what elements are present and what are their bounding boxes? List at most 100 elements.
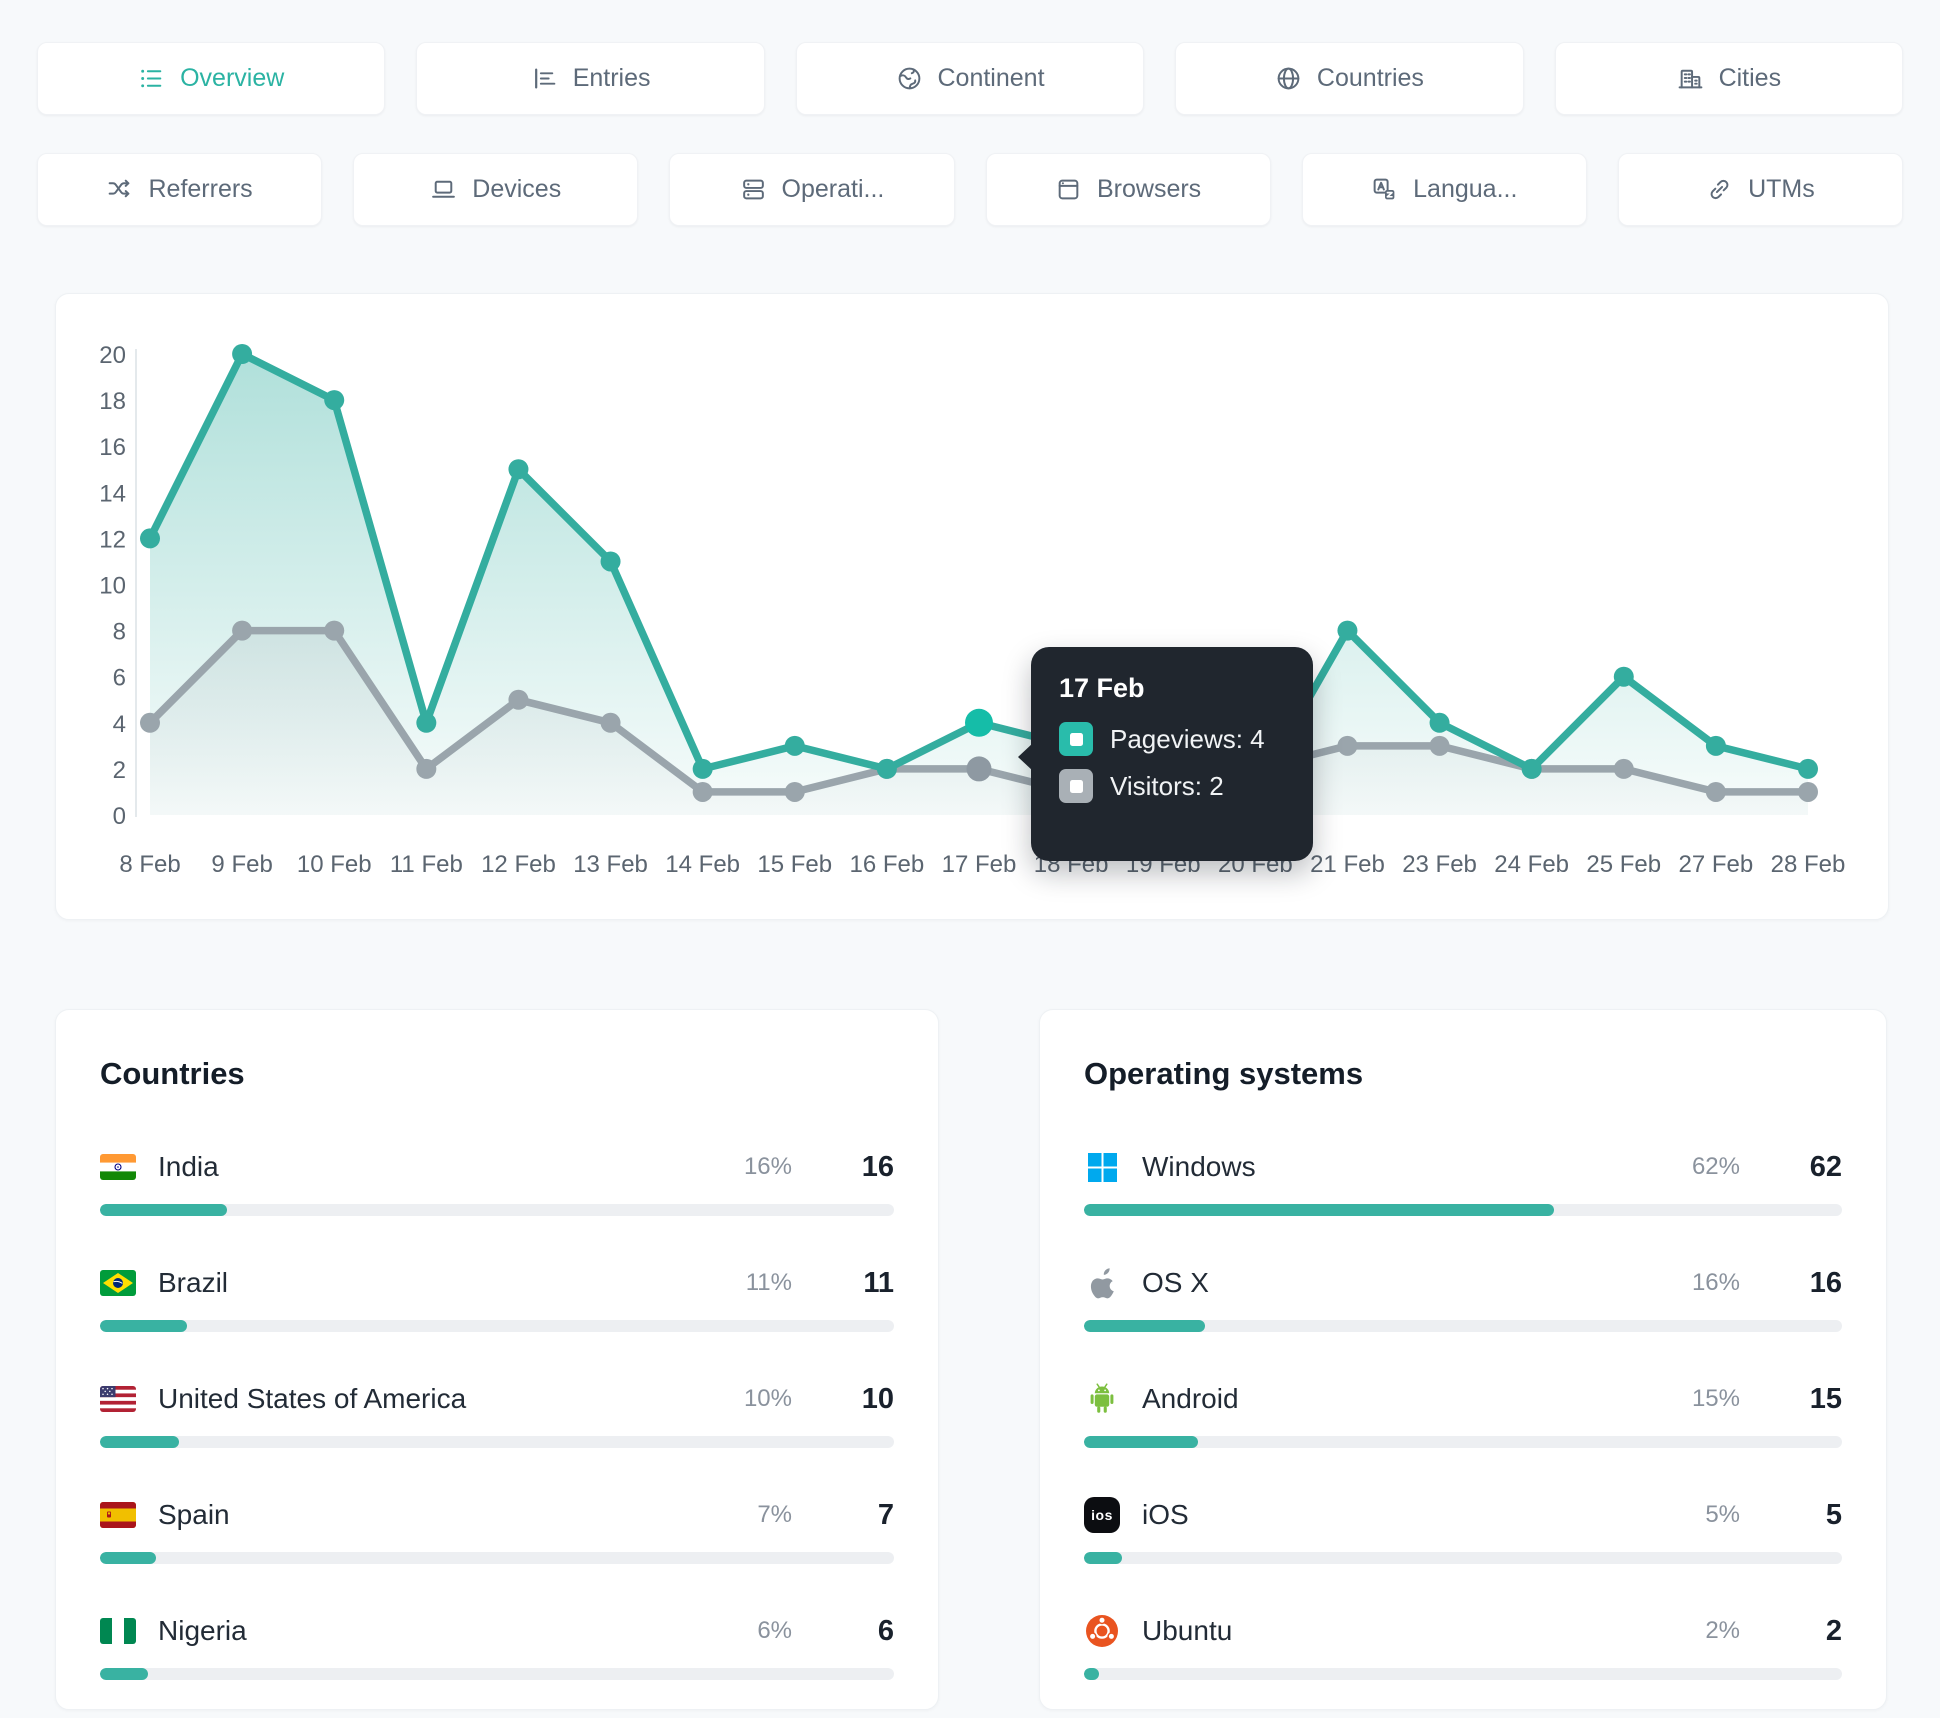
globe-icon — [1275, 65, 1302, 92]
tooltip-date: 17 Feb — [1059, 673, 1145, 703]
country-row-spain[interactable]: Spain 7% 7 — [100, 1494, 894, 1564]
progress-fill — [1084, 1668, 1100, 1680]
tab-cities[interactable]: Cities — [1554, 42, 1904, 115]
tab-label: UTMs — [1748, 175, 1815, 203]
country-label: Brazil — [158, 1267, 229, 1298]
tab-entries[interactable]: Entries — [416, 42, 765, 115]
progress-fill — [100, 1204, 228, 1216]
progress-track — [100, 1204, 894, 1216]
stats-panels: Countries India 16% 16 Brazil — [55, 1009, 1887, 1710]
os-count: 16 — [1809, 1266, 1842, 1299]
tab-label: Cities — [1718, 64, 1782, 92]
tooltip-pageviews-row: Pageviews: 4 — [1059, 722, 1285, 756]
svg-text:10 Feb: 10 Feb — [297, 851, 372, 878]
list-icon — [138, 65, 165, 92]
country-percent: 6% — [757, 1617, 792, 1644]
progress-track — [1084, 1320, 1842, 1332]
tab-devices[interactable]: Devices — [353, 153, 639, 226]
os-label: iOS — [1142, 1499, 1189, 1530]
spain-flag-icon — [100, 1502, 136, 1528]
progress-track — [100, 1320, 894, 1332]
tab-languages[interactable]: Langua... — [1301, 153, 1587, 226]
country-label: United States of America — [158, 1383, 467, 1414]
os-count: 62 — [1809, 1150, 1842, 1183]
usa-flag-icon — [100, 1386, 136, 1412]
svg-text:15 Feb: 15 Feb — [757, 851, 832, 878]
svg-text:18: 18 — [99, 388, 126, 415]
tab-countries[interactable]: Countries — [1175, 42, 1524, 115]
country-percent: 16% — [743, 1153, 792, 1180]
translate-icon — [1371, 176, 1398, 203]
country-row-india[interactable]: India 16% 16 — [100, 1146, 894, 1216]
svg-text:9 Feb: 9 Feb — [211, 851, 272, 878]
os-row-osx[interactable]: OS X 16% 16 — [1084, 1262, 1842, 1332]
svg-text:8 Feb: 8 Feb — [119, 851, 180, 878]
panel-title: Countries — [100, 1056, 245, 1091]
ios-icon: ios — [1084, 1497, 1120, 1533]
svg-text:4: 4 — [113, 711, 126, 738]
panel-title: Operating systems — [1084, 1056, 1364, 1091]
pageviews-legend-chip — [1059, 722, 1093, 756]
tab-operating-systems[interactable]: Operati... — [669, 153, 955, 226]
country-percent: 10% — [743, 1385, 792, 1412]
tab-utms[interactable]: UTMs — [1617, 153, 1904, 226]
svg-text:12 Feb: 12 Feb — [481, 851, 556, 878]
svg-text:16 Feb: 16 Feb — [850, 851, 925, 878]
progress-track — [1084, 1204, 1842, 1216]
svg-text:14 Feb: 14 Feb — [665, 851, 740, 878]
tab-referrers[interactable]: Referrers — [37, 153, 323, 226]
country-label: Nigeria — [158, 1615, 247, 1646]
progress-track — [1084, 1436, 1842, 1448]
os-row-ios[interactable]: ios iOS 5% 5 — [1084, 1494, 1842, 1564]
svg-text:21 Feb: 21 Feb — [1310, 851, 1385, 878]
tab-overview[interactable]: Overview — [37, 42, 386, 115]
buildings-icon — [1677, 65, 1704, 92]
progress-fill — [1084, 1320, 1206, 1332]
svg-text:16: 16 — [99, 434, 126, 461]
laptop-icon — [430, 176, 457, 203]
progress-fill — [100, 1320, 188, 1332]
tab-continent[interactable]: Continent — [795, 42, 1145, 115]
progress-fill — [100, 1552, 156, 1564]
visitors-legend-chip — [1059, 769, 1093, 803]
os-percent: 2% — [1705, 1617, 1740, 1644]
country-label: India — [158, 1151, 219, 1182]
tab-label: Continent — [937, 64, 1045, 92]
server-icon — [740, 176, 767, 203]
progress-fill — [1084, 1436, 1198, 1448]
tab-label: Countries — [1316, 64, 1424, 92]
android-icon — [1084, 1381, 1120, 1417]
bar-chart-icon — [531, 65, 558, 92]
tab-browsers[interactable]: Browsers — [985, 153, 1271, 226]
os-row-ubuntu[interactable]: Ubuntu 2% 2 — [1084, 1610, 1842, 1680]
os-row-windows[interactable]: Windows 62% 62 — [1084, 1146, 1842, 1216]
tab-label: Browsers — [1097, 175, 1202, 203]
country-row-brazil[interactable]: Brazil 11% 11 — [100, 1262, 894, 1332]
os-label: OS X — [1142, 1267, 1209, 1298]
apple-icon — [1084, 1265, 1120, 1301]
progress-track — [1084, 1668, 1842, 1680]
secondary-tab-row: Referrers Devices Operati... Browsers La… — [37, 153, 1904, 226]
svg-text:2: 2 — [113, 757, 126, 784]
windows-icon — [1084, 1149, 1120, 1185]
tab-label: Devices — [472, 175, 562, 203]
os-row-android[interactable]: Android 15% 15 — [1084, 1378, 1842, 1448]
os-percent: 15% — [1691, 1385, 1740, 1412]
tab-label: Referrers — [148, 175, 253, 203]
os-label: Android — [1142, 1383, 1239, 1414]
country-row-usa[interactable]: United States of America 10% 10 — [100, 1378, 894, 1448]
country-percent: 11% — [745, 1269, 792, 1296]
legend-chip-inner — [1069, 779, 1083, 793]
svg-text:8: 8 — [113, 619, 126, 646]
svg-text:13 Feb: 13 Feb — [573, 851, 648, 878]
svg-text:6: 6 — [113, 665, 126, 692]
os-percent: 5% — [1705, 1501, 1740, 1528]
progress-fill — [100, 1436, 180, 1448]
pageviews-visitors-line-chart[interactable]: 0 2 4 6 8 10 12 14 16 18 20 8 Feb 9 Feb 10 Feb 11 Feb 1… — [56, 294, 1888, 919]
svg-text:11 Feb: 11 Feb — [390, 851, 463, 878]
os-percent: 62% — [1691, 1153, 1740, 1180]
tab-label: Overview — [180, 64, 285, 92]
os-count: 15 — [1809, 1382, 1842, 1415]
country-row-nigeria[interactable]: Nigeria 6% 6 — [100, 1610, 894, 1680]
